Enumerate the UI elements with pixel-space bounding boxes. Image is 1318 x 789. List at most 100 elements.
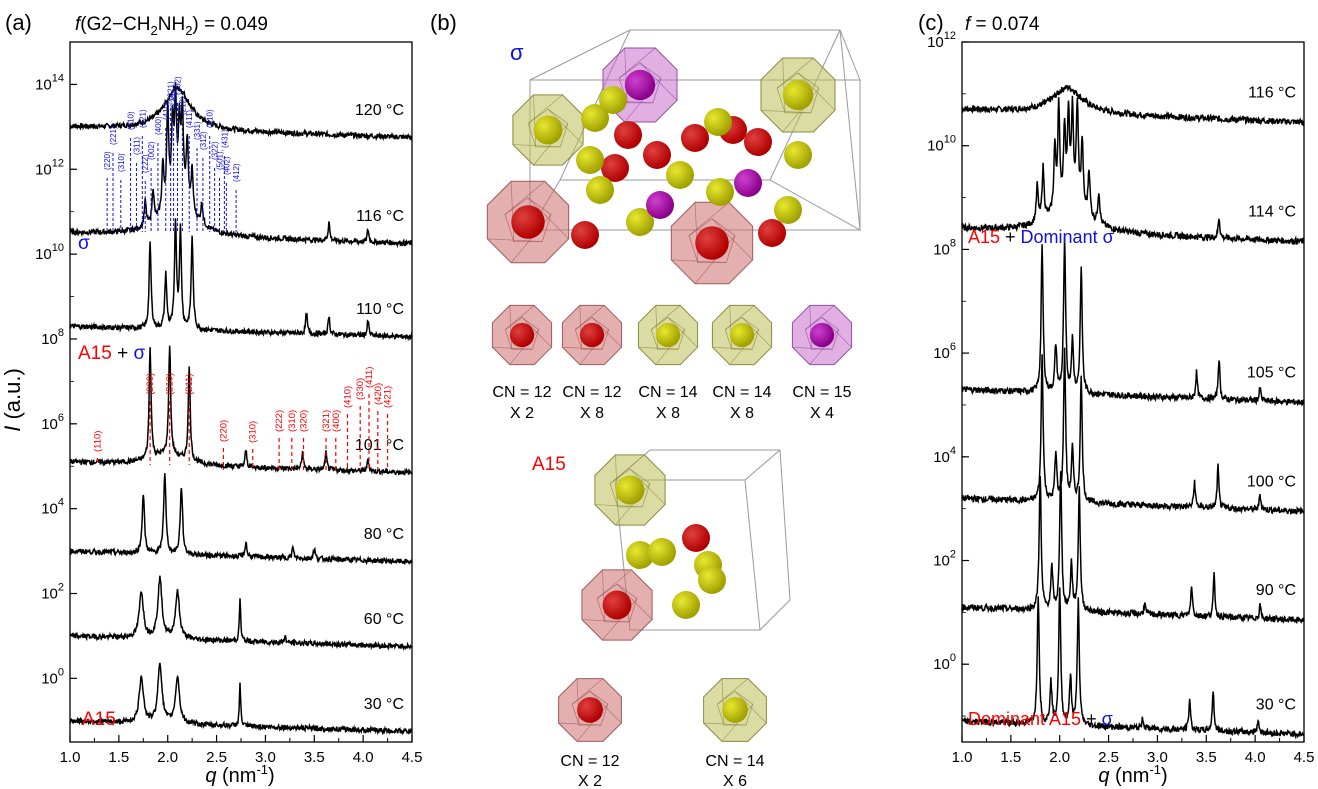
sigma-atom-yellow <box>599 86 627 114</box>
panel-a-a15-sigma-label: A15 + σ <box>78 343 145 364</box>
a15-index-label: (310) <box>248 421 259 443</box>
y-tick-label: 1012 <box>35 157 64 178</box>
curve-120C <box>69 84 413 142</box>
a15-cell-multiplicity: X 2 <box>578 773 602 789</box>
sigma-cell-cn-label: CN = 12 <box>492 384 551 401</box>
y-tick-label: 100 <box>933 652 956 673</box>
curve-30C <box>961 587 1305 740</box>
sigma-index-label: (311) <box>132 137 141 155</box>
panel-b-a15-label: A15 <box>532 454 566 475</box>
sigma-index-label: (212) <box>178 96 187 115</box>
a15-index-label: (110) <box>92 431 103 452</box>
a15-index-label: (220) <box>218 420 229 442</box>
temperature-label: 90 °C <box>1256 582 1296 599</box>
panel-a-label: (a) <box>5 10 32 35</box>
sigma-polyhedron-cn12-atom <box>695 226 729 260</box>
sigma-index-label: (202) <box>173 76 182 95</box>
sigma-polyhedron-cn12 <box>670 201 754 285</box>
sigma-atom-yellow <box>704 108 732 136</box>
sigma-atom-yellow <box>626 208 654 236</box>
curve-116C <box>961 84 1305 127</box>
curve-90C <box>961 471 1305 625</box>
curve-116C <box>69 82 413 249</box>
a15-index-label: (222) <box>274 410 285 432</box>
sigma-atom-yellow <box>774 196 802 224</box>
sigma-index-label: (002) <box>147 141 156 160</box>
sigma-polyhedron-cn14 <box>512 94 584 166</box>
sigma-index-label: (221) <box>138 109 147 128</box>
panel-a-x-label: q (nm-1) <box>205 762 274 787</box>
temperature-label: 120 °C <box>355 102 404 119</box>
x-tick-label: 3.0 <box>255 749 276 766</box>
temperature-label: 101 °C <box>355 437 404 454</box>
sigma-index-label: (310) <box>127 111 136 130</box>
sigma-index-label: (402) <box>222 156 231 175</box>
sigma-index-label: (431) <box>220 129 229 148</box>
panel-c-x-ticks: 1.0 1.5 2.0 2.5 3.0 3.5 4.0 4.5 <box>952 735 1315 766</box>
sigma-index-label: (321) <box>167 81 176 100</box>
panel-c-x-label: q (nm-1) <box>1098 762 1167 787</box>
sigma-index-label: (510) <box>206 109 215 128</box>
y-tick-label: 100 <box>41 666 64 687</box>
sigma-atom-red <box>643 141 671 169</box>
sigma-atom-red <box>744 128 772 156</box>
x-tick-label: 1.5 <box>108 749 129 766</box>
panel-c: (c) f = 0.074 1012 1010 108 106 104 102 100 1.… <box>918 10 1314 787</box>
sigma-atom-yellow <box>706 178 734 206</box>
temperature-label: 30 °C <box>364 696 404 713</box>
x-tick-label: 2.0 <box>1049 749 1070 766</box>
temperature-label: 30 °C <box>1256 696 1296 713</box>
sigma-atom-yellow <box>581 104 609 132</box>
panel-a-temperature-labels: 120 °C 116 °C 110 °C 101 °C 80 °C 60 °C 30 °C <box>355 102 404 713</box>
sigma-cell-cn12-red <box>491 304 553 366</box>
a15-index-label: (210) <box>165 373 176 395</box>
a15-polyhedron-cn12-atom <box>602 590 632 620</box>
a15-atom-red <box>682 524 710 552</box>
x-tick-label: 4.0 <box>1245 749 1266 766</box>
sigma-atom-purple <box>734 169 762 197</box>
a15-atom-yellow <box>672 591 700 619</box>
sigma-cell-cn12-red <box>561 304 623 366</box>
a15-index-label: (420) <box>373 383 384 405</box>
curve-110C <box>69 218 413 342</box>
curve-60C <box>69 575 413 652</box>
x-tick-label: 3.5 <box>304 749 325 766</box>
sigma-polyhedron-cn15-atom <box>624 69 656 101</box>
a15-cell-cn12-red-atom <box>577 697 603 723</box>
y-tick-label: 108 <box>41 327 64 348</box>
y-tick-label: 106 <box>41 412 64 433</box>
panel-c-label: (c) <box>918 10 944 35</box>
sigma-atom-yellow <box>576 146 604 174</box>
a15-index-label: (410) <box>343 386 354 408</box>
sigma-cell-multiplicity: X 8 <box>580 405 604 422</box>
sigma-index-label: (400) <box>154 116 163 135</box>
sigma-index-label: (312) <box>199 131 208 150</box>
panel-a-a15-label: A15 <box>82 709 116 730</box>
panel-b: (b) σ CN = 12X 2CN = 12X 8CN = 14X 8CN =… <box>430 10 862 789</box>
panel-a-y-label: I (a.u.) <box>0 368 25 432</box>
x-tick-label: 4.5 <box>402 749 423 766</box>
sigma-cell-cn-label: CN = 15 <box>792 384 851 401</box>
panel-a-a15-indices: (110)(200) (210) (211)(220) (310) (222) (310)… <box>92 367 394 470</box>
sigma-atom-yellow <box>784 141 812 169</box>
sigma-index-label: (310) <box>117 153 126 172</box>
y-tick-label: 108 <box>933 237 956 258</box>
curve-30C <box>69 662 413 736</box>
y-tick-label: 104 <box>933 445 956 466</box>
y-tick-label: 106 <box>933 341 956 362</box>
sigma-cell-cn-label: CN = 12 <box>562 384 621 401</box>
a15-index-label: (411) <box>364 367 375 388</box>
sigma-cell-cn12-red-atom <box>509 322 535 348</box>
y-tick-label: 102 <box>41 582 64 603</box>
sigma-cell-multiplicity: X 2 <box>510 405 534 422</box>
panel-b-sigma-label: σ <box>510 40 524 65</box>
x-tick-label: 4.5 <box>1294 749 1315 766</box>
a15-index-label: (211) <box>184 374 195 395</box>
y-tick-label: 1010 <box>927 134 956 155</box>
curve-105C <box>961 237 1305 407</box>
a15-cell-cn12-red <box>558 678 622 742</box>
temperature-label: 110 °C <box>356 301 404 318</box>
sigma-atom-yellow <box>666 161 694 189</box>
panel-c-phase-top: A15 + Dominant σ <box>968 227 1114 247</box>
